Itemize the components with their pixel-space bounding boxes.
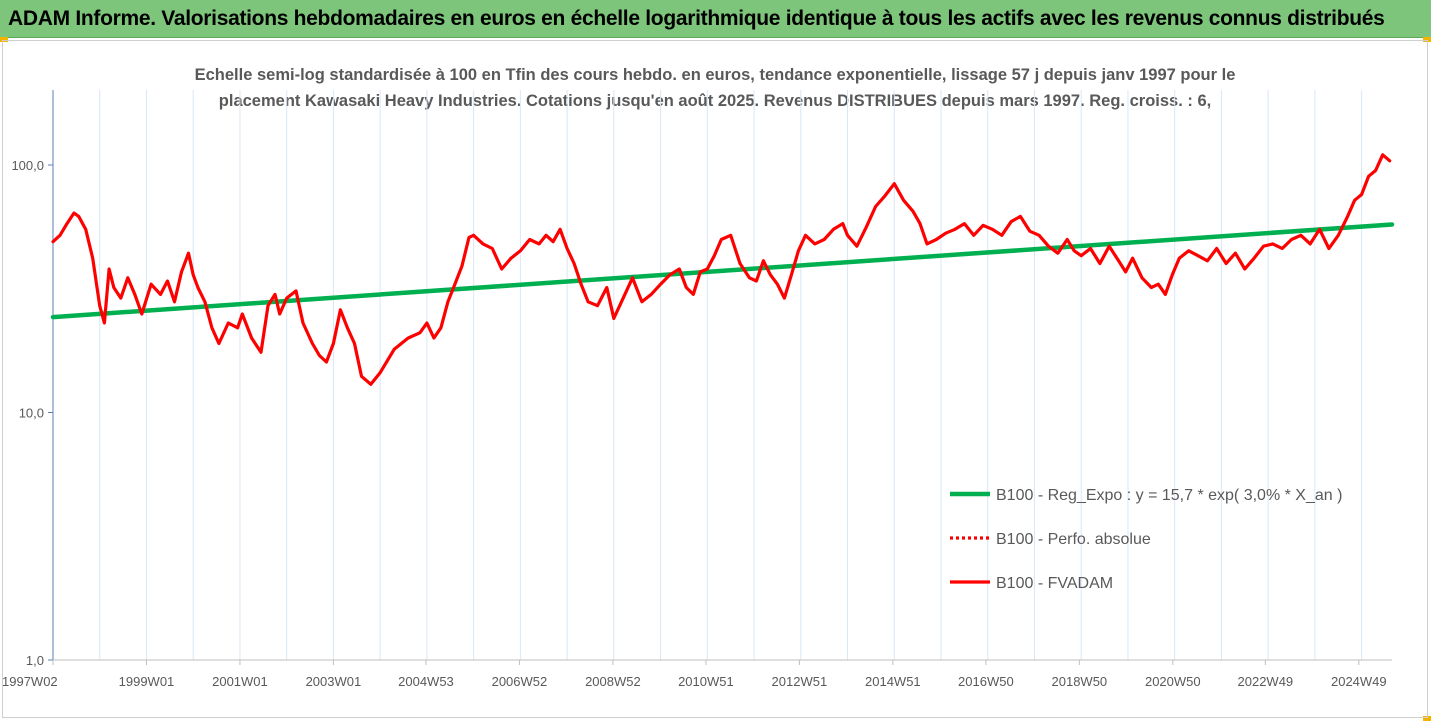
legend-label-3: B100 - FVADAM (996, 575, 1113, 592)
chart-frame (2, 40, 1428, 718)
y-tick-label: 100,0 (11, 158, 44, 173)
x-tick-label: 2010W51 (678, 674, 734, 689)
x-tick-label: 2018W50 (1052, 674, 1108, 689)
corner-marker-left (0, 37, 8, 42)
x-tick-label: 2012W51 (772, 674, 828, 689)
x-tick-label: 2003W01 (306, 674, 362, 689)
x-tick-label: 2004W53 (398, 674, 454, 689)
x-tick-label: 2024W49 (1331, 674, 1387, 689)
axes: 1,0 10,0 100,0 1997W02 1999W01 2001W01 2003W01… (2, 90, 1392, 689)
y-tick-label: 1,0 (26, 653, 44, 668)
x-tick-label: 2006W52 (492, 674, 548, 689)
x-tick-label: 2001W01 (212, 674, 268, 689)
series-line-3 (51, 153, 1392, 386)
x-tick-label: 2020W50 (1145, 674, 1201, 689)
series-layer (50, 153, 1395, 386)
x-tick-label: 2022W49 (1238, 674, 1294, 689)
x-tick-label: 1997W02 (2, 674, 58, 689)
chart-title-line-2: placement Kawasaki Heavy Industries. Cot… (218, 92, 1212, 110)
corner-marker-right (1423, 37, 1431, 42)
legend-label-1: B100 - Reg_Expo : y = 15,7 * exp( 3,0% *… (996, 487, 1342, 504)
header-banner: ADAM Informe. Valorisations hebdomadaire… (0, 0, 1431, 38)
corner-marker-bottom-right (1423, 716, 1431, 721)
y-tick-label: 10,0 (19, 406, 44, 421)
x-tick-label: 2016W50 (958, 674, 1014, 689)
grid (52, 90, 1363, 660)
page-title: ADAM Informe. Valorisations hebdomadaire… (8, 7, 1385, 30)
x-tick-label: 1999W01 (119, 674, 175, 689)
chart-title-line-1: Echelle semi-log standardisée à 100 en T… (194, 66, 1236, 84)
x-tick-label: 2014W51 (865, 674, 921, 689)
x-tick-label: 2008W52 (585, 674, 641, 689)
legend-label-2: B100 - Perfo. absolue (996, 531, 1151, 548)
legend: B100 - Reg_Expo : y = 15,7 * exp( 3,0% *… (950, 487, 1342, 592)
